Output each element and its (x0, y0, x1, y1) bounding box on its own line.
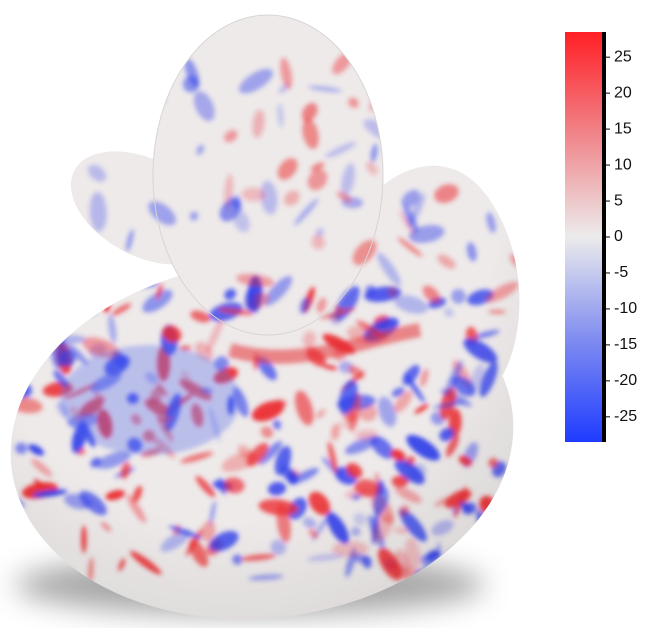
surface-patch (468, 121, 490, 141)
surface-patch (14, 320, 26, 336)
scene: 25 20 15 10 5 0 -5 -10 -15 -20 -25 (0, 0, 650, 628)
surface-patch (58, 141, 75, 158)
colorbar-tick-label: -5 (614, 264, 628, 281)
surface-patch (426, 87, 441, 116)
surface-patch (491, 566, 510, 591)
surface-patch (64, 202, 74, 219)
surface-patch (395, 61, 429, 99)
colorbar-tick-label: 10 (614, 156, 632, 173)
colorbar-tick-label: 15 (614, 120, 632, 137)
surface-patch (66, 307, 97, 318)
surface-patch (492, 171, 522, 193)
colorbar-tick-label: 5 (614, 192, 623, 209)
page: {"colorbar": {"lim": [-28.5, 28.5], "tic… (0, 0, 650, 628)
colorbar-tick-label: -15 (614, 336, 637, 353)
colorbar-tick-label: 20 (614, 84, 632, 101)
colorbar-tick-label: -25 (614, 408, 637, 425)
surface-patch (483, 567, 499, 584)
surface-patch (82, 308, 89, 319)
surface-patch (472, 51, 492, 72)
surface-patch (11, 342, 45, 359)
surface-patch (106, 87, 118, 100)
surface-patch (45, 306, 74, 332)
surface-patch (440, 112, 475, 135)
surface-patch (426, 137, 436, 162)
surface-patch (493, 162, 524, 198)
surface-patch (53, 58, 71, 80)
surface-patch (508, 103, 529, 121)
surface-patch (75, 100, 91, 120)
surface-patch (53, 284, 83, 309)
colorbar-tick-label: 25 (614, 48, 632, 65)
colorbar-tick-label: 0 (614, 228, 623, 245)
surface-patch (370, 72, 402, 88)
colorbar-tick-label: -20 (614, 372, 637, 389)
surface-patch (75, 254, 87, 260)
colorbar-tick-label: -10 (614, 300, 637, 317)
surface-patch (108, 272, 123, 280)
surface-patch (110, 113, 148, 123)
surface-patch (154, 46, 163, 86)
colorbar (565, 32, 602, 442)
surface-patch (425, 70, 437, 88)
surface-patch (82, 248, 108, 290)
duck (0, 0, 560, 628)
surface-patch (148, 95, 166, 105)
surface-patch (442, 94, 472, 121)
surface-patch (28, 303, 55, 330)
surface-patch (442, 51, 471, 88)
surface-patch (41, 288, 54, 315)
surface-patch (425, 58, 441, 73)
surface-patch (20, 301, 55, 339)
surface-patch (429, 144, 456, 166)
